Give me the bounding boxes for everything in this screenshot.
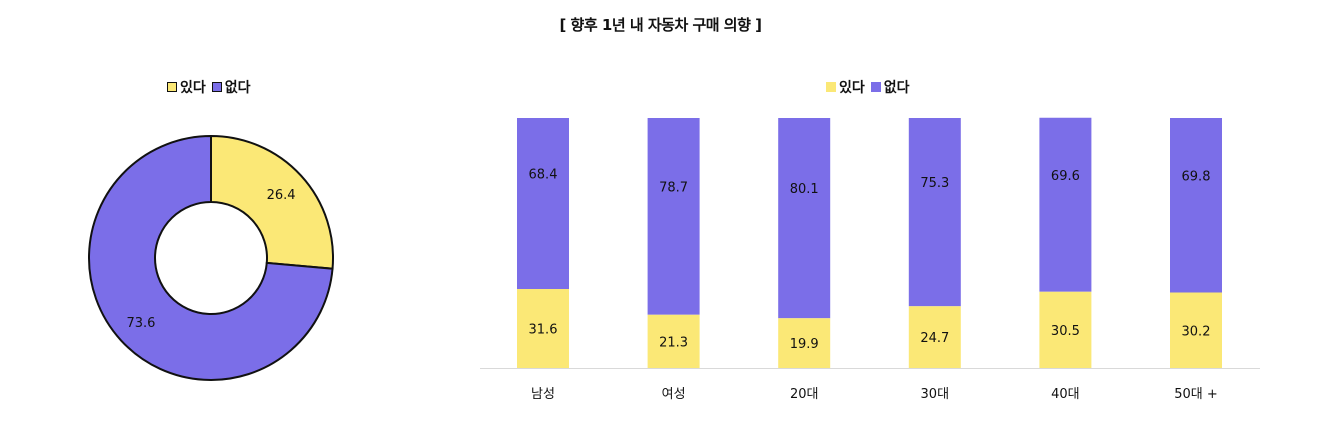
bar-data-label-no: 69.8 — [1182, 169, 1211, 184]
legend-item-yes: 있다 — [167, 77, 206, 97]
bar-segment-no — [517, 118, 569, 289]
legend-swatch-yes — [167, 82, 177, 92]
legend-item-no: 없다 — [870, 77, 910, 97]
x-tick-label: 남성 — [531, 387, 555, 402]
legend-label-no: 없다 — [224, 80, 251, 96]
donut-data-label-yes: 26.4 — [267, 188, 296, 203]
bar-data-label-no: 78.7 — [659, 180, 688, 195]
x-tick-label: 40대 — [1051, 387, 1080, 402]
bar-segment-no — [647, 118, 700, 315]
legend-label-yes: 있다 — [180, 80, 206, 96]
bar-data-label-yes: 24.7 — [920, 331, 949, 346]
bar-segment-no — [908, 118, 961, 307]
bar-data-label-no: 69.6 — [1051, 169, 1080, 184]
bar-segment-yes — [1039, 291, 1092, 368]
stacked-bar-chart: 68.4 31.6 남성 78.7 21.3 여성 80.1 19.9 20대 75.3 24.7 3… — [480, 117, 1260, 402]
x-tick-label: 여성 — [662, 387, 686, 402]
bar-data-label-yes: 31.6 — [529, 323, 558, 338]
x-tick-label: 50대 + — [1174, 387, 1218, 402]
legend-item-no: 없다 — [211, 77, 251, 97]
legend-label-yes: 있다 — [839, 80, 865, 96]
donut-slice-no — [88, 134, 334, 381]
legend-swatch-yes — [826, 82, 836, 92]
bar-legend: 있다 없다 — [826, 77, 910, 97]
chart-title: [ 향후 1년 내 자동차 구매 의향 ] — [559, 16, 762, 34]
bar-data-label-yes: 30.5 — [1051, 324, 1080, 339]
donut-chart: 26.4 73.6 — [88, 134, 334, 381]
bar-data-label-no: 75.3 — [920, 176, 949, 191]
donut-slice-yes — [210, 134, 334, 270]
bar-segment-no — [1039, 117, 1092, 292]
bar-data-label-no: 68.4 — [529, 168, 558, 183]
bar-data-label-yes: 30.2 — [1182, 324, 1211, 339]
legend-label-no: 없다 — [883, 80, 910, 96]
bar-segment-yes — [517, 289, 569, 368]
bar-data-label-no: 80.1 — [790, 182, 819, 197]
bar-data-label-yes: 19.9 — [790, 337, 819, 352]
bar-data-label-yes: 21.3 — [659, 335, 688, 350]
bar-segment-yes — [1170, 292, 1222, 368]
legend-swatch-no — [870, 82, 881, 92]
x-tick-label: 30대 — [921, 387, 950, 402]
legend-swatch-no — [211, 82, 222, 92]
donut-legend: 있다 없다 — [167, 77, 251, 97]
x-tick-label: 20대 — [790, 387, 819, 402]
bar-segment-yes — [647, 314, 700, 368]
bar-segment-no — [1170, 118, 1222, 293]
bar-segment-yes — [908, 306, 961, 368]
donut-data-label-no: 73.6 — [126, 316, 155, 331]
bar-segment-no — [778, 118, 831, 319]
legend-item-yes: 있다 — [826, 77, 865, 97]
bar-segment-yes — [778, 318, 831, 368]
